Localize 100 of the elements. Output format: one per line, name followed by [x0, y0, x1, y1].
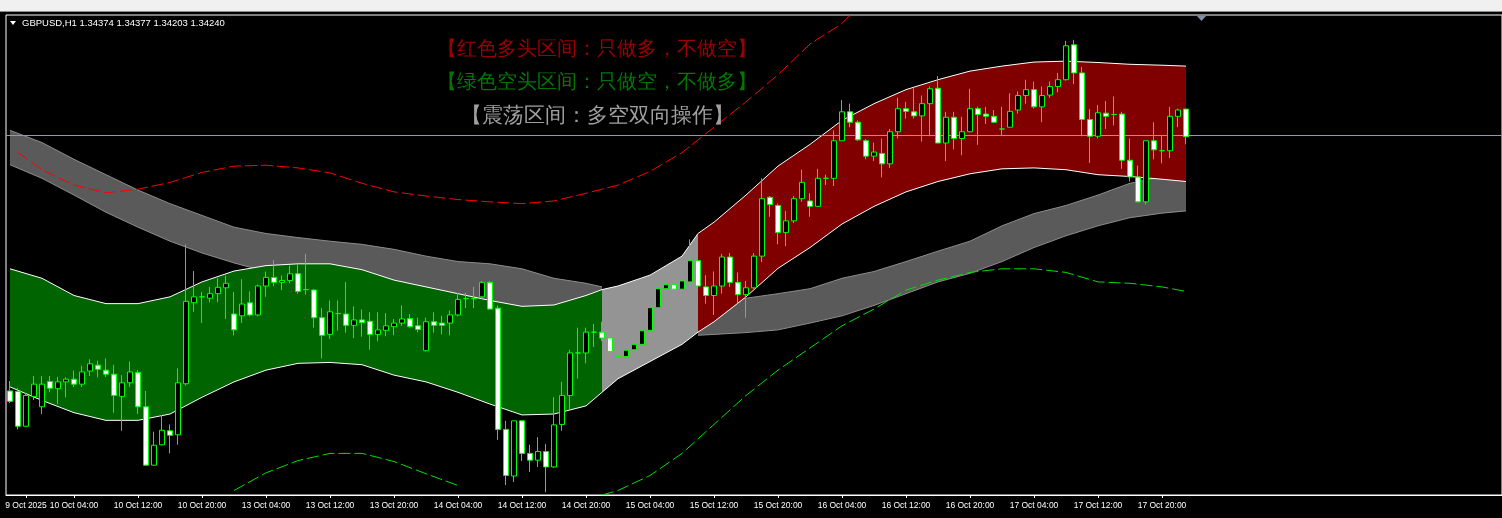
candlestick	[879, 138, 885, 178]
candlestick	[735, 271, 741, 305]
candlestick	[175, 367, 181, 446]
candlestick	[927, 85, 933, 137]
candlestick	[999, 106, 1005, 137]
candlestick	[1007, 92, 1013, 128]
x-tick-label: 13 Oct 12:00	[305, 499, 355, 510]
candlestick	[1087, 108, 1093, 164]
candlestick	[327, 299, 333, 340]
candlestick	[119, 374, 125, 432]
candlestick	[895, 97, 901, 140]
candlestick	[247, 290, 253, 317]
candlestick	[471, 286, 477, 309]
candlestick	[767, 195, 773, 218]
candlestick	[207, 286, 213, 303]
candlestick	[527, 444, 533, 473]
candlestick	[647, 303, 653, 338]
candlestick	[167, 423, 173, 454]
candlestick	[567, 349, 573, 412]
candlestick	[951, 111, 957, 150]
candlestick	[1095, 104, 1101, 140]
candlestick	[1175, 108, 1181, 128]
candlestick	[911, 87, 917, 120]
annotation: 【红色多头区间：只做多，不做空】	[437, 37, 757, 59]
annotation: 【绿色空头区间：只做空，不做多】	[437, 70, 757, 92]
candlestick	[1079, 66, 1085, 137]
candlestick	[1167, 106, 1173, 159]
candlestick	[959, 116, 965, 156]
candlestick	[39, 375, 45, 415]
candlestick	[863, 138, 869, 160]
x-tick-label: 16 Oct 12:00	[881, 499, 931, 510]
candlestick	[191, 270, 197, 313]
candlestick	[447, 309, 453, 336]
x-tick-label: 9 Oct 2025	[5, 499, 48, 510]
candlestick	[511, 420, 517, 483]
candlestick	[319, 307, 325, 359]
candlestick	[151, 431, 157, 467]
candlestick	[1103, 100, 1109, 130]
annotation: 【震荡区间：多空双向操作】	[460, 102, 734, 126]
candlestick	[575, 327, 581, 380]
candlestick	[711, 271, 717, 316]
candlestick	[535, 436, 541, 468]
candlestick	[1055, 72, 1061, 93]
candlestick	[1159, 134, 1165, 164]
candlestick	[239, 278, 245, 324]
candlestick	[1151, 121, 1157, 160]
candlestick	[631, 337, 637, 355]
x-tick-label: 13 Oct 20:00	[369, 499, 419, 510]
candlestick	[903, 101, 909, 120]
candlestick	[351, 305, 357, 339]
candlestick	[1135, 165, 1141, 204]
x-tick-label: 17 Oct 20:00	[1137, 499, 1187, 510]
candlestick	[543, 443, 549, 493]
candlestick	[743, 280, 749, 319]
candlestick	[751, 252, 757, 290]
candlestick	[31, 375, 37, 401]
candlestick	[1063, 40, 1069, 82]
x-tick-label: 16 Oct 04:00	[817, 499, 867, 510]
candlestick	[935, 75, 941, 144]
candlestick	[815, 168, 821, 208]
candlestick	[775, 203, 781, 245]
candlestick	[847, 103, 853, 128]
candlestick	[103, 357, 109, 378]
candlestick	[407, 313, 413, 329]
x-tick-label: 10 Oct 20:00	[177, 499, 227, 510]
candlestick	[359, 309, 365, 338]
candlestick	[655, 284, 661, 311]
candlestick	[607, 332, 613, 361]
candlestick	[975, 106, 981, 146]
candlestick	[63, 376, 69, 398]
candlestick	[487, 280, 493, 310]
candlestick	[303, 253, 309, 296]
candlestick	[183, 243, 189, 387]
x-tick-label: 14 Oct 12:00	[497, 499, 547, 510]
candlestick	[855, 119, 861, 142]
x-tick-label: 15 Oct 20:00	[753, 499, 803, 510]
candlestick	[79, 365, 85, 388]
candlestick	[759, 177, 765, 263]
candlestick	[439, 315, 445, 335]
candlestick	[1111, 95, 1117, 126]
candlestick	[519, 420, 525, 462]
candlestick	[671, 279, 677, 299]
candlestick	[311, 288, 317, 329]
candlestick	[479, 280, 485, 300]
candlestick	[799, 169, 805, 203]
candlestick	[783, 210, 789, 247]
x-tick-label: 10 Oct 04:00	[49, 499, 99, 510]
candlestick	[47, 375, 53, 393]
x-tick-label: 14 Oct 20:00	[561, 499, 611, 510]
candlestick	[135, 369, 141, 415]
candlestick	[415, 317, 421, 333]
candlestick	[1039, 85, 1045, 123]
candlestick	[887, 128, 893, 169]
chart-title: GBPUSD,H1 1.34374 1.34377 1.34203 1.34240	[22, 16, 225, 28]
candlestick	[1015, 90, 1021, 115]
candlestick	[255, 284, 261, 317]
candlestick	[1127, 138, 1133, 182]
candlestick	[967, 88, 973, 133]
candlestick	[839, 99, 845, 142]
candlestick	[55, 376, 61, 405]
